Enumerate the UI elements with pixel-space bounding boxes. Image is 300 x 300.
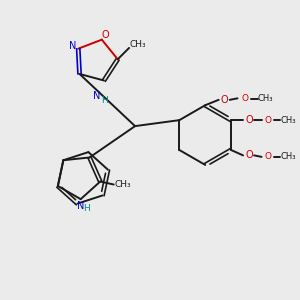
Text: N: N (93, 91, 100, 100)
Text: H: H (83, 204, 89, 213)
Text: O: O (264, 116, 271, 124)
Text: O: O (245, 115, 253, 125)
Text: O: O (241, 94, 248, 103)
Text: H: H (101, 96, 108, 105)
Text: N: N (69, 41, 76, 51)
Text: N: N (77, 201, 84, 211)
Text: O: O (221, 95, 229, 105)
Text: CH₃: CH₃ (281, 116, 296, 124)
Text: CH₃: CH₃ (281, 152, 296, 161)
Text: O: O (245, 150, 253, 161)
Text: CH₃: CH₃ (129, 40, 146, 50)
Text: CH₃: CH₃ (114, 180, 131, 189)
Text: CH₃: CH₃ (258, 94, 273, 103)
Text: O: O (264, 152, 271, 161)
Text: O: O (102, 31, 109, 40)
